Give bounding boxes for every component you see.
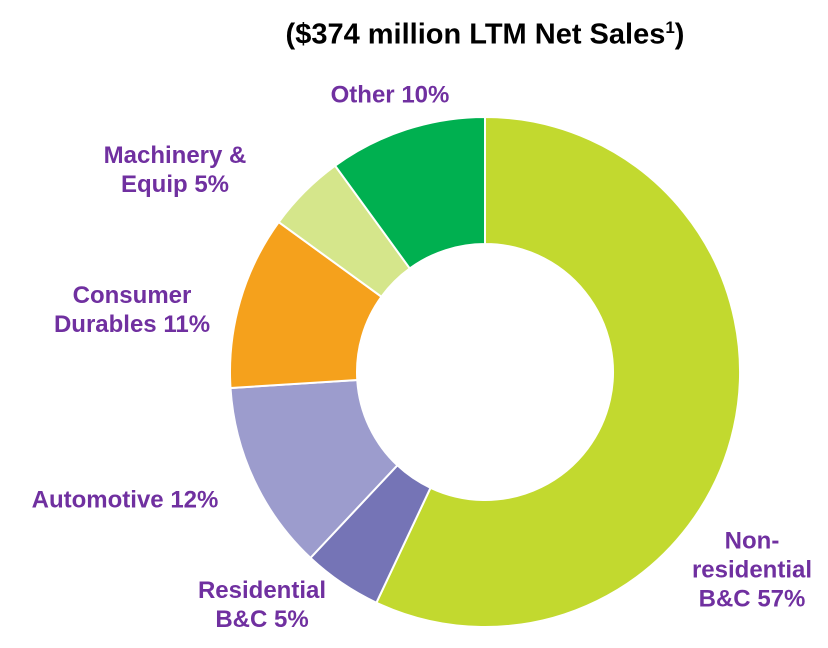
slice-label: Consumer Durables 11% [52, 281, 212, 339]
slice-label: Automotive 12% [0, 486, 255, 515]
slice [375, 115, 741, 628]
slice-label: Non-residential B&C 57% [677, 527, 827, 614]
value-label: 5% [194, 171, 229, 198]
category-label: Machinery & Equip [103, 142, 247, 198]
slice-label: Other 10% [290, 81, 490, 110]
title-text: ($374 million LTM Net Sales [285, 18, 666, 51]
category-label: Other [330, 81, 395, 109]
category-label: Non-residential B&C [691, 527, 813, 613]
title-text: ) [674, 18, 685, 51]
category-label: Automotive [31, 486, 164, 514]
slice-label: Machinery & Equip 5% [75, 141, 275, 199]
chart-title: ($374 million LTM Net Sales1) [0, 18, 828, 52]
slice [333, 115, 486, 270]
value-label: 5% [273, 606, 309, 633]
value-label: 11% [163, 311, 211, 338]
value-label: 57% [757, 585, 806, 613]
category-label: Consumer Durables [53, 282, 192, 338]
category-label: Residential B&C [197, 577, 327, 633]
title-footnote: 1 [665, 18, 675, 37]
value-label: 10% [401, 81, 450, 109]
slice-label: Residential B&C 5% [177, 576, 347, 634]
value-label: 12% [170, 486, 219, 514]
